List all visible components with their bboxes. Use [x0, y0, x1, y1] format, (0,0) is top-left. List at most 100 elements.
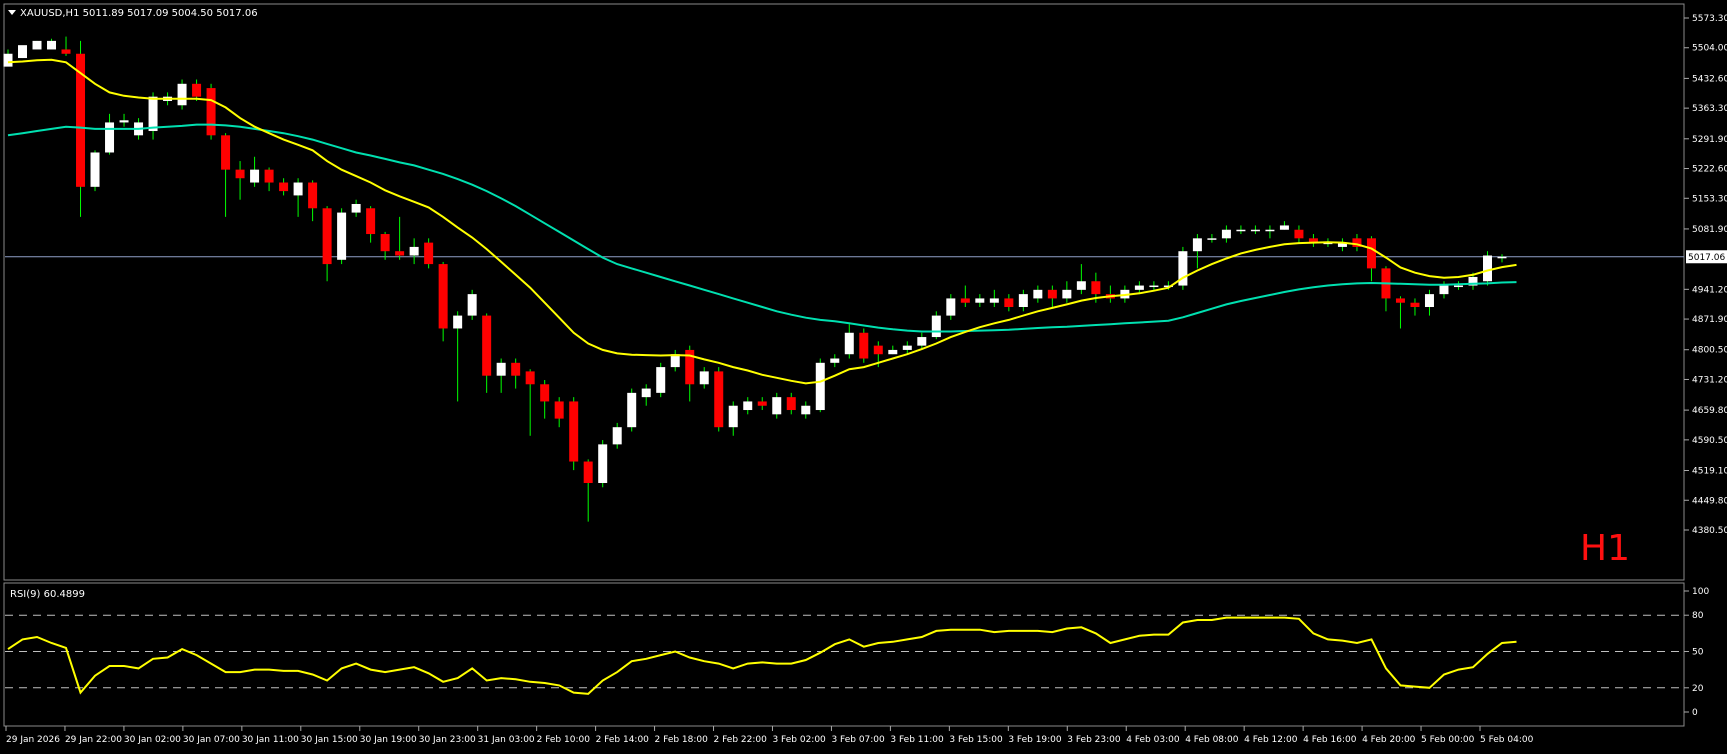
candle-body [1323, 242, 1333, 245]
candle-body [264, 169, 274, 183]
time-tick-label: 29 Jan 2026 [6, 735, 60, 745]
candle-body [1091, 281, 1101, 295]
candle-body [1468, 276, 1478, 286]
rsi-tick-label: 50 [1692, 648, 1704, 658]
time-tick-label: 3 Feb 02:00 [772, 735, 826, 745]
candle-body [351, 203, 361, 213]
price-tick-label: 5291.90 [1692, 135, 1727, 145]
candle-body [496, 362, 506, 376]
candle-body [1337, 242, 1347, 247]
time-tick-label: 3 Feb 19:00 [1008, 735, 1062, 745]
symbol-header: XAUUSD,H1 5011.89 5017.09 5004.50 5017.0… [20, 8, 258, 19]
price-tick-label: 5432.60 [1692, 74, 1727, 84]
time-axis: 29 Jan 2026 29 Jan 22:00 30 Jan 02:00 30 Ja… [5, 726, 1534, 745]
rsi-panel-frame [3, 582, 1685, 727]
candle-body [946, 298, 956, 316]
candle-body [830, 358, 840, 363]
candle-body [105, 122, 115, 153]
candle-body [554, 401, 564, 419]
candle-body [815, 362, 825, 411]
candle-body [18, 45, 28, 59]
price-tick-label: 4800.50 [1692, 346, 1727, 356]
time-tick-label: 2 Feb 14:00 [596, 735, 650, 745]
candle-body [395, 251, 405, 256]
candle-body [670, 354, 680, 368]
candle-body [612, 427, 622, 445]
rsi-tick-label: 100 [1692, 587, 1709, 597]
timeframe-badge: H1 [1580, 528, 1630, 569]
time-tick-label: 4 Feb 16:00 [1303, 735, 1357, 745]
candle-body [511, 362, 521, 376]
candle-body [1134, 285, 1144, 290]
candle-body [1076, 281, 1086, 290]
current-price-tag [1686, 250, 1727, 264]
time-tick-label: 30 Jan 02:00 [124, 735, 181, 745]
time-tick-label: 4 Feb 12:00 [1244, 735, 1298, 745]
time-tick-label: 30 Jan 07:00 [183, 735, 240, 745]
time-tick-label: 5 Feb 04:00 [1480, 735, 1534, 745]
price-tick-label: 5081.90 [1692, 225, 1727, 235]
rsi-tick-label: 0 [1692, 708, 1698, 718]
price-tick-label: 5363.30 [1692, 104, 1727, 114]
time-tick-label: 3 Feb 11:00 [890, 735, 944, 745]
price-tick-label: 5504.00 [1692, 44, 1727, 54]
time-tick-label: 2 Feb 10:00 [537, 735, 591, 745]
price-tick-label: 4590.50 [1692, 436, 1727, 446]
time-tick-label: 30 Jan 11:00 [242, 735, 299, 745]
candle-body [569, 401, 579, 462]
candle-body [453, 315, 463, 329]
candle-body [743, 401, 753, 411]
price-tick-label: 4449.80 [1692, 496, 1727, 506]
price-tick-label: 4380.50 [1692, 526, 1727, 536]
candle-body [728, 405, 738, 428]
price-tick-label: 4659.80 [1692, 406, 1727, 416]
candle-body [250, 169, 260, 183]
candle-body [1279, 225, 1289, 230]
candle-body [960, 298, 970, 303]
candle-body [1497, 256, 1507, 259]
candle-body [1221, 229, 1231, 239]
time-tick-label: 4 Feb 20:00 [1362, 735, 1416, 745]
candle-body [772, 397, 782, 415]
candle-body [366, 208, 376, 235]
candle-body [380, 234, 390, 252]
candle-body [1004, 298, 1014, 308]
candle-body [1236, 229, 1246, 232]
candle-body [1453, 285, 1463, 288]
candle-body [337, 212, 347, 260]
candle-body [279, 182, 289, 192]
candle-body [975, 298, 985, 303]
candle-body [206, 88, 216, 136]
candle-body [177, 83, 187, 106]
candle-body [598, 444, 608, 483]
candle-body [1192, 238, 1202, 252]
candle-body [1308, 238, 1318, 243]
candle-body [931, 315, 941, 338]
candle-body [902, 345, 912, 350]
current-price-tag-text: 5017.06 [1688, 253, 1725, 263]
candle-body [308, 182, 318, 209]
time-tick-label: 31 Jan 03:00 [478, 735, 535, 745]
candle-body [322, 208, 332, 265]
price-tick-label: 4871.90 [1692, 315, 1727, 325]
rsi-axis: 100 80 50 20 0 [1684, 587, 1709, 718]
candle-body [859, 332, 869, 359]
candle-body [989, 298, 999, 303]
candle-body [1250, 229, 1260, 232]
candle-body [873, 345, 883, 355]
candle-body [47, 40, 57, 50]
candle-body [1062, 289, 1072, 299]
price-tick-label: 4519.10 [1692, 467, 1727, 477]
candle-body [424, 242, 434, 265]
time-tick-label: 4 Feb 08:00 [1185, 735, 1239, 745]
candle-body [1482, 255, 1492, 282]
candle-body [119, 120, 129, 123]
candle-body [32, 40, 42, 50]
candle-body [192, 83, 202, 97]
candle-body [656, 367, 666, 393]
candle-body [1207, 238, 1217, 240]
candle-body [699, 371, 709, 385]
dropdown-arrow-icon[interactable] [8, 10, 16, 15]
